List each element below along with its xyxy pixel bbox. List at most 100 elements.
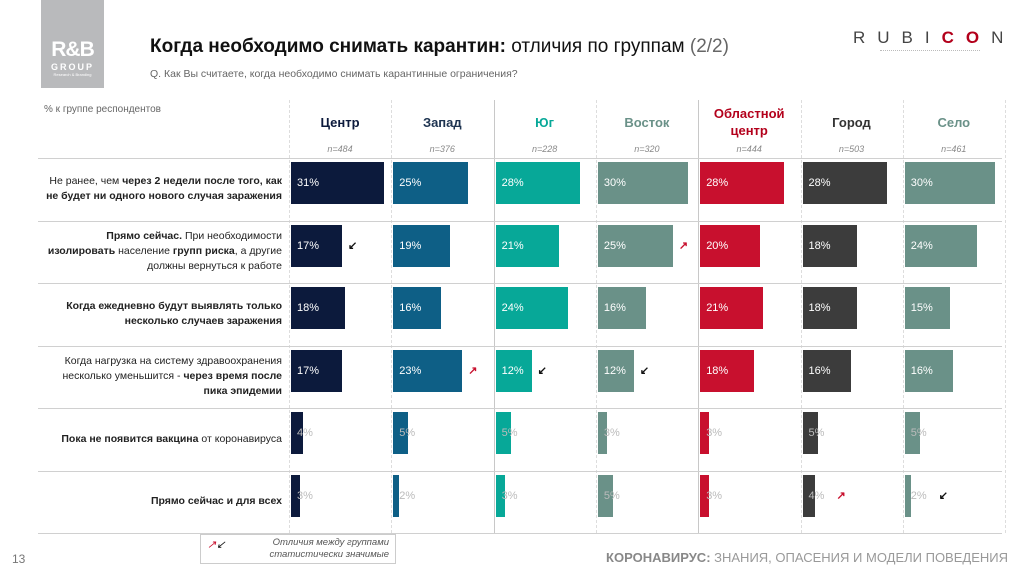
- column-header: Восток: [624, 114, 670, 130]
- column-n: n=484: [327, 144, 353, 154]
- bar-value-label: 17%: [297, 239, 320, 252]
- bar: [904, 287, 950, 329]
- bar: [802, 349, 851, 392]
- rubicon-tagline: [880, 50, 980, 52]
- row-label: Когда ежедневно будут выявлять только не…: [38, 283, 282, 345]
- bar: [904, 349, 953, 392]
- bar-value-label: 5%: [910, 427, 927, 439]
- footer-title: КОРОНАВИРУС: ЗНАНИЯ, ОПАСЕНИЯ И МОДЕЛИ П…: [606, 550, 1008, 565]
- bar-value-label: 21%: [501, 239, 524, 252]
- header-divider: [38, 158, 1002, 159]
- column-divider: [289, 100, 290, 533]
- bar-value-label: 20%: [706, 239, 729, 252]
- row-label: Прямо сейчас. При необходимости изолиров…: [38, 221, 282, 283]
- column-header: Село: [937, 114, 971, 130]
- bar: [393, 162, 469, 204]
- bar: [904, 162, 995, 204]
- column-divider: [800, 100, 802, 533]
- bar-value-label: 2%: [910, 489, 927, 502]
- bar: [700, 412, 710, 454]
- bar: [597, 349, 634, 392]
- row-divider: [38, 220, 1002, 222]
- column-n: n=376: [429, 144, 455, 154]
- column-n: n=461: [941, 144, 967, 154]
- bar: [700, 349, 755, 392]
- arrow-up-right-icon: ↗: [678, 239, 689, 252]
- bar: [700, 224, 761, 267]
- bar: [393, 287, 442, 329]
- bar: [597, 287, 646, 329]
- bar: [904, 474, 911, 517]
- bar: [597, 224, 673, 267]
- column-header: Областной центр: [713, 106, 785, 138]
- significance-arrows-icon: ↗↙: [207, 539, 226, 551]
- arrow-up-right-icon: ↗: [468, 364, 478, 377]
- column-divider: [698, 100, 700, 533]
- bar-value-label: 5%: [501, 427, 518, 439]
- bar-value-label: 30%: [910, 177, 933, 189]
- page-number: 13: [12, 552, 26, 566]
- bar-value-label: 24%: [910, 239, 933, 252]
- bar-value-label: 19%: [399, 239, 422, 252]
- row-label: Не ранее, чем через 2 недели после того,…: [38, 158, 282, 220]
- arrow-down-left-icon: ↙: [348, 239, 358, 252]
- bar-value-label: 4%: [297, 427, 313, 439]
- column-header: Запад: [422, 114, 462, 130]
- bar: [802, 474, 815, 517]
- column-divider: [391, 100, 393, 533]
- row-divider: [38, 533, 1002, 534]
- bar: [597, 474, 613, 517]
- unit-label: % к группе респондентов: [44, 104, 161, 115]
- bar: [495, 162, 580, 204]
- bar-value-label: 5%: [808, 427, 825, 439]
- row-label-text: Прямо сейчас. При необходимости изолиров…: [47, 230, 282, 272]
- bar-value-label: 23%: [399, 364, 422, 377]
- bar-value-label: 18%: [297, 302, 320, 314]
- bar-value-label: 16%: [603, 302, 626, 314]
- column-header: Центр: [320, 114, 360, 130]
- bar: [904, 224, 977, 267]
- bar-value-label: 28%: [501, 177, 524, 189]
- significance-legend: ↗↙ Отличия между группами статистически …: [200, 534, 396, 564]
- bar: [291, 224, 342, 267]
- row-divider: [38, 408, 1002, 409]
- bar-value-label: 15%: [910, 302, 933, 314]
- bar: [291, 287, 345, 329]
- bar: [597, 162, 688, 204]
- bar: [291, 349, 342, 392]
- bar: [700, 287, 764, 329]
- bar-value-label: 31%: [297, 177, 320, 189]
- row-label-text: Когда ежедневно будут выявлять только не…: [66, 300, 282, 327]
- bar: [597, 412, 607, 454]
- row-label: Прямо сейчас и для всех: [38, 471, 282, 533]
- bar-value-label: 5%: [399, 427, 416, 439]
- bar: [495, 349, 532, 392]
- bar: [802, 162, 887, 204]
- bar: [802, 287, 857, 329]
- bar-value-label: 18%: [808, 239, 831, 252]
- row-divider: [38, 283, 1002, 284]
- bar-value-label: 3%: [297, 489, 313, 502]
- bar-value-label: 3%: [603, 427, 620, 439]
- bar-value-label: 25%: [603, 239, 626, 252]
- row-label-text: Не ранее, чем через 2 недели после того,…: [46, 175, 282, 202]
- column-divider: [902, 100, 904, 533]
- question-text: Q. Как Вы считаете, когда необходимо сни…: [150, 68, 518, 80]
- bar-value-label: 16%: [910, 364, 933, 377]
- arrow-down-left-icon: ↙: [938, 489, 949, 502]
- rubicon-logo: RUBICON: [853, 28, 1016, 47]
- bar: [802, 412, 818, 454]
- column-header: Город: [832, 114, 871, 130]
- bar: [393, 474, 400, 517]
- column-n: n=503: [838, 144, 865, 154]
- bar-value-label: 28%: [808, 177, 831, 189]
- column-header: Юг: [535, 114, 554, 130]
- bar: [393, 349, 463, 392]
- bar-value-label: 17%: [297, 364, 320, 377]
- column-n: n=228: [531, 144, 558, 154]
- bar: [393, 224, 451, 267]
- bar-value-label: 5%: [603, 489, 620, 502]
- bar: [802, 224, 857, 267]
- arrow-down-left-icon: ↙: [639, 364, 650, 377]
- column-divider: [595, 100, 597, 533]
